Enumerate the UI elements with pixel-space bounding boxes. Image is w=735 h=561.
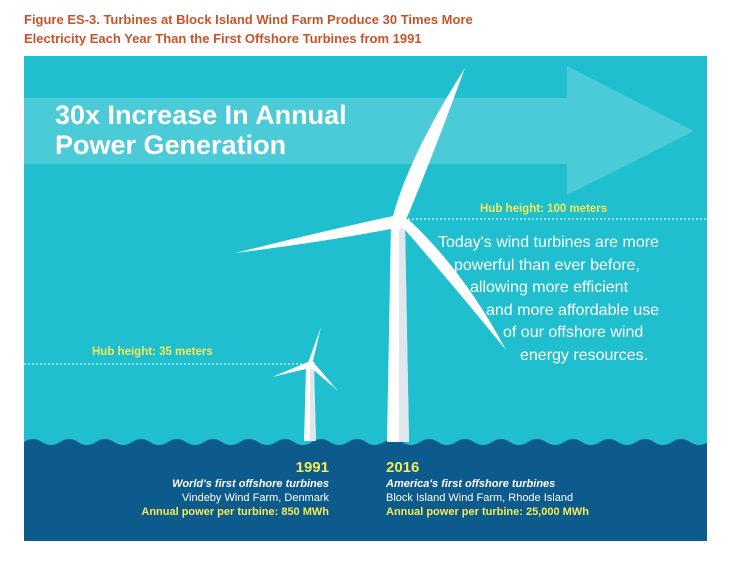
turbine-2016-location: Block Island Wind Farm, Rhode Island <box>386 492 574 504</box>
infographic-panel: 30x Increase In Annual Power Generation … <box>24 56 707 541</box>
description-line-1: Today's wind turbines are more <box>438 234 659 251</box>
turbine-1991-blade-right <box>310 363 338 391</box>
figure-caption-line-1: Figure ES-3. Turbines at Block Island Wi… <box>24 12 473 27</box>
increase-arrow <box>24 66 694 195</box>
turbine-1991-year: 1991 <box>295 459 329 476</box>
turbine-1991-blade-left <box>272 362 310 377</box>
headline: 30x Increase In Annual Power Generation <box>55 100 347 160</box>
turbine-2016 <box>235 68 506 442</box>
turbine-2016-subtitle: America's first offshore turbines <box>386 478 556 490</box>
hub-height-label-100m: Hub height: 100 meters <box>480 203 608 215</box>
turbine-2016-blade-right <box>400 219 506 350</box>
turbine-2016-hub <box>391 213 407 229</box>
description-line-3: allowing more efficient <box>470 279 629 296</box>
description-line-2: powerful than ever before, <box>454 256 640 274</box>
turbine-2016-blade-up <box>393 68 465 222</box>
turbine-2016-blade-left <box>235 216 396 253</box>
figure-caption: Figure ES-3. Turbines at Block Island Wi… <box>24 10 584 48</box>
sea <box>24 439 707 541</box>
turbine-1991-location: Vindeby Wind Farm, Denmark <box>181 492 329 504</box>
turbine-2016-info: 2016 America's first offshore turbines B… <box>386 458 589 519</box>
turbine-1991-tower-shade <box>310 367 316 441</box>
headline-line-1: 30x Increase In Annual <box>55 100 347 130</box>
turbine-2016-power: Annual power per turbine: 25,000 MWh <box>386 506 589 518</box>
turbine-1991-blade-up <box>308 327 321 365</box>
description-text: Today's wind turbines are more powerful … <box>434 232 704 367</box>
headline-line-2: Power Generation <box>55 130 287 160</box>
hub-height-label-35m: Hub height: 35 meters <box>92 346 213 358</box>
figure-caption-line-2: Electricity Each Year Than the First Off… <box>24 31 422 46</box>
description-line-5: of our offshore wind <box>503 324 644 341</box>
turbine-2016-tower-shade <box>399 224 409 442</box>
infographic-artwork <box>24 66 707 541</box>
turbine-1991-info: 1991 World's first offshore turbines Vin… <box>141 458 329 519</box>
turbine-1991-power: Annual power per turbine: 850 MWh <box>141 506 329 518</box>
turbine-1991 <box>272 327 338 441</box>
description-line-6: energy resources. <box>520 346 649 364</box>
description-line-4: and more affordable use <box>486 301 660 319</box>
turbine-1991-hub <box>307 361 315 369</box>
turbine-2016-year: 2016 <box>386 459 420 476</box>
turbine-1991-subtitle: World's first offshore turbines <box>172 478 329 490</box>
